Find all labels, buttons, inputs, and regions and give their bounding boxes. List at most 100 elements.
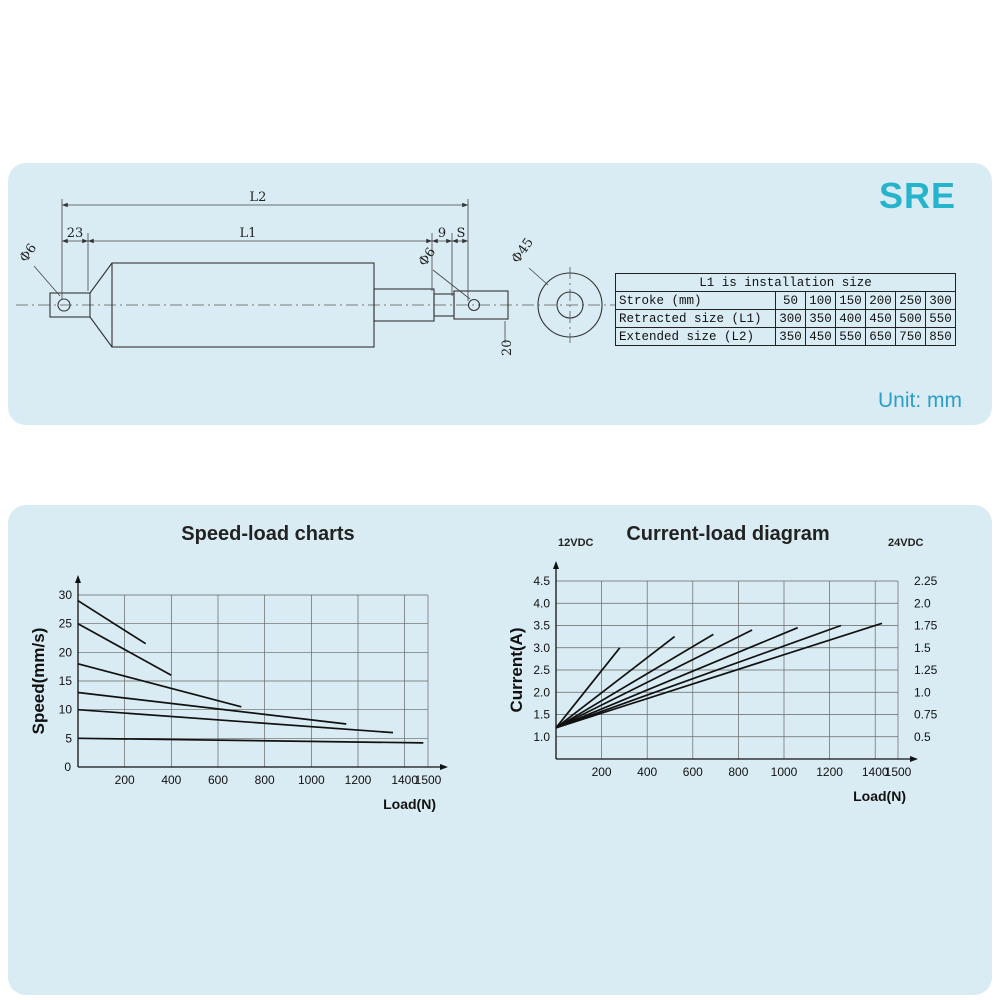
speed-chart-title: Speed-load charts [181, 523, 355, 545]
table-row: Stroke (mm) 50 100 150 200 250 300 [615, 291, 956, 310]
cell-value: 850 [925, 327, 956, 346]
chart-axes [75, 575, 448, 770]
leader-line [528, 267, 549, 286]
right-y-tick-label: 1.0 [914, 685, 931, 699]
dim-label-l1: L1 [240, 226, 257, 241]
unit-label: Unit: mm [878, 389, 962, 412]
cell-value: 300 [925, 291, 956, 310]
cell-value: 400 [835, 309, 866, 328]
cell-value: 50 [775, 291, 806, 310]
current-line-6 [555, 624, 842, 729]
speed-line-6 [77, 737, 424, 744]
cell-value: 750 [895, 327, 926, 346]
x-tick-label: 1400 [862, 765, 889, 779]
y-tick-label: 30 [59, 588, 73, 602]
leader-line [33, 265, 61, 297]
current-line-4 [555, 629, 753, 729]
row-label: Stroke (mm) [615, 291, 776, 310]
current-line-2 [555, 635, 676, 729]
x-tick-label: 200 [115, 773, 135, 787]
x-tick-label: 800 [255, 773, 275, 787]
y-tick-label: 2.5 [533, 663, 550, 677]
y-tick-label: 3.0 [533, 641, 550, 655]
y-tick-label: 2.0 [533, 685, 550, 699]
right-y-tick-label: 1.5 [914, 641, 931, 655]
cell-value: 450 [865, 309, 896, 328]
row-label: Extended size (L2) [615, 327, 776, 346]
right-y-tick-label: 0.75 [914, 708, 938, 722]
dim-label-dia45: Φ45 [509, 235, 537, 266]
chart-series [555, 622, 883, 729]
cell-value: 500 [895, 309, 926, 328]
x-tick-label: 200 [592, 765, 612, 779]
spec-table: L1 is installation size Stroke (mm) 50 100… [615, 273, 956, 346]
dim-label-s: S [457, 226, 466, 241]
speed-line-3 [77, 662, 242, 708]
right-y-tick-label: 1.25 [914, 663, 938, 677]
leader-line [432, 269, 471, 300]
cell-value: 200 [865, 291, 896, 310]
rear-hole [57, 298, 71, 312]
y-axis-label: Current(A) [508, 628, 526, 713]
chart-grid [556, 580, 899, 759]
dim-label-20: 20 [500, 339, 515, 356]
x-tick-label: 400 [161, 773, 181, 787]
cell-value: 650 [865, 327, 896, 346]
speed-line-1 [77, 599, 147, 645]
y-tick-label: 1.0 [533, 730, 550, 744]
chart-grid [78, 594, 429, 767]
speed-line-4 [77, 691, 347, 725]
x-tick-label: 1000 [298, 773, 325, 787]
cell-value: 250 [895, 291, 926, 310]
current-line-3 [555, 633, 714, 729]
x-axis-arrow [910, 756, 918, 762]
x-tick-label: 600 [683, 765, 703, 779]
x-axis-arrow [440, 764, 448, 770]
12vdc-label: 12VDC [558, 537, 594, 549]
x-tick-label: 1500 [885, 765, 912, 779]
current-chart-title: Current-load diagram [626, 523, 830, 545]
dim-label-dia6-front: Φ6 [416, 245, 439, 269]
speed-load-chart: 5 10 15 20 25 30 0 200 400 600 800 1000 1200 14001500… [29, 575, 448, 812]
table-row: Retracted size (L1) 300 350 400 450 500 550 [615, 309, 956, 328]
cell-value: 100 [805, 291, 836, 310]
table-row: Extended size (L2) 350 450 550 650 750 850 [615, 327, 956, 346]
x-axis-label: Load(N) [853, 788, 906, 804]
y-tick-label: 5 [65, 731, 72, 745]
body-taper [89, 262, 113, 348]
dim-label-dia6-rear: Φ6 [17, 241, 40, 265]
x-tick-label: 1200 [816, 765, 843, 779]
tick-labels: 1.0 1.5 2.0 2.5 3.0 3.5 4.0 4.5 0.5 0.75 1.0 1.25 1.… [533, 574, 937, 779]
y-axis-label: Speed(mm/s) [29, 628, 48, 735]
cell-value: 550 [925, 309, 956, 328]
front-hole [467, 298, 481, 312]
right-y-tick-label: 2.25 [914, 574, 938, 588]
cell-value: 350 [775, 327, 806, 346]
cell-value: 450 [805, 327, 836, 346]
x-axis-label: Load(N) [383, 796, 436, 812]
y-tick-label: 15 [59, 674, 73, 688]
actuator-drawing: L2 23 L1 9 S Φ6 Φ6 Φ45 20 [16, 190, 616, 356]
x-tick-label: 800 [728, 765, 748, 779]
y-tick-label: 3.5 [533, 619, 550, 633]
rear-eyelet [49, 292, 91, 318]
current-line-7 [555, 622, 883, 729]
right-y-tick-label: 1.75 [914, 619, 938, 633]
y-tick-label: 20 [59, 645, 73, 659]
y-tick-label: 4.5 [533, 574, 550, 588]
current-line-1 [555, 647, 621, 729]
row-label: Retracted size (L1) [615, 309, 776, 328]
origin-label: 0 [64, 760, 71, 774]
spec-panel-top: SRE L2 [8, 163, 992, 425]
dim-label-23: 23 [67, 226, 84, 241]
24vdc-label: 24VDC [888, 537, 924, 549]
cell-value: 300 [775, 309, 806, 328]
y-axis-arrow [75, 575, 81, 583]
y-axis-arrow [553, 561, 559, 569]
dim-label-l2: L2 [250, 190, 267, 205]
right-y-tick-label: 0.5 [914, 730, 931, 744]
chart-series [77, 599, 424, 744]
current-load-chart: 1.0 1.5 2.0 2.5 3.0 3.5 4.0 4.5 0.5 0.75 1.0 1.25 1.… [508, 561, 938, 804]
cell-value: 550 [835, 327, 866, 346]
